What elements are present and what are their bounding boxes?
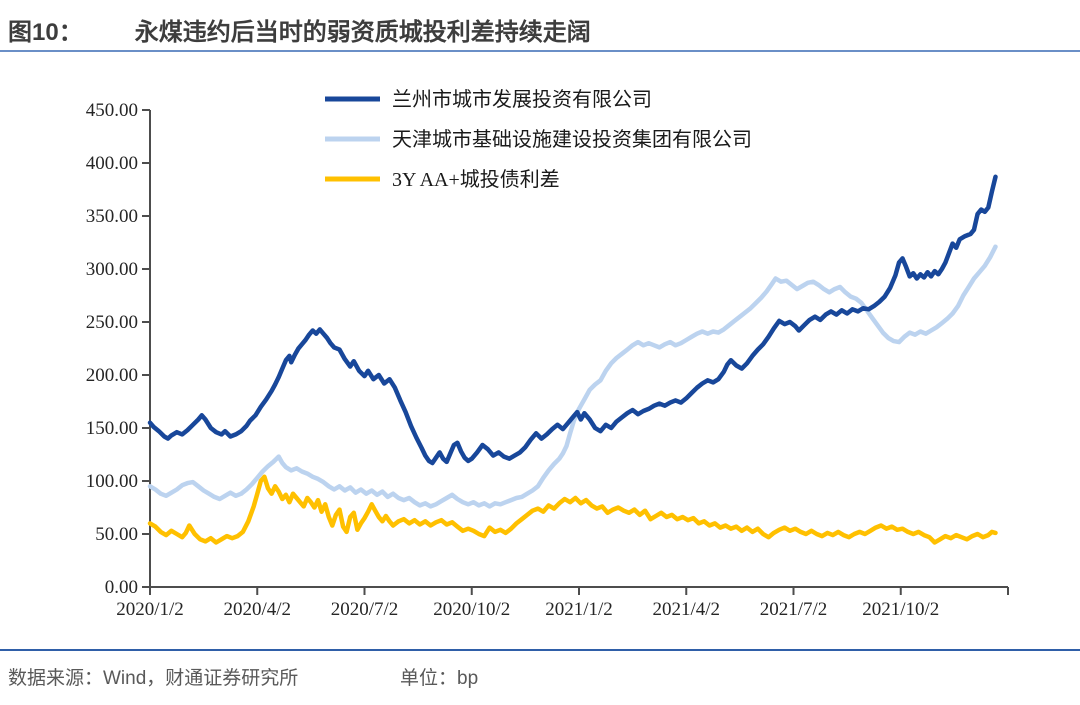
- y-tick-label: 200.00: [86, 365, 138, 386]
- figure-label: 图10：: [8, 19, 83, 46]
- legend-item-lanzhou: 兰州市城市发展投资有限公司: [325, 88, 652, 111]
- y-tick-label: 50.00: [95, 524, 138, 545]
- y-tick-label: 100.00: [86, 471, 138, 492]
- x-tick-label: 2021/1/2: [545, 599, 613, 620]
- y-tick-label: 250.00: [86, 312, 138, 333]
- data-source: 数据来源：Wind，财通证券研究所: [8, 668, 299, 689]
- y-tick-label: 150.00: [86, 418, 138, 439]
- legend-label-tianjin: 天津城市基础设施建设投资集团有限公司: [392, 128, 752, 151]
- y-tick-label: 450.00: [86, 100, 138, 121]
- y-tick-label: 300.00: [86, 259, 138, 280]
- y-tick-label: 400.00: [86, 153, 138, 174]
- x-tick-label: 2020/1/2: [116, 599, 184, 620]
- series-line-lanzhou: [147, 174, 998, 466]
- x-tick-label: 2021/4/2: [652, 599, 720, 620]
- series-line-tianjin: [147, 244, 998, 509]
- x-tick-label: 2020/4/2: [223, 599, 291, 620]
- footer-divider: [0, 649, 1080, 651]
- page-title: 永煤违约后当时的弱资质城投利差持续走阔: [134, 19, 591, 46]
- series-line-aa3y: [147, 474, 998, 545]
- unit-label: 单位：bp: [400, 668, 479, 689]
- title-divider: [0, 50, 1080, 52]
- figure-footer: 数据来源：Wind，财通证券研究所 单位：bp: [8, 663, 1072, 690]
- legend-item-tianjin: 天津城市基础设施建设投资集团有限公司: [325, 128, 752, 151]
- legend-label-aa3y: 3Y AA+城投债利差: [392, 168, 560, 191]
- x-tick-label: 2021/10/2: [862, 599, 939, 620]
- x-tick-label: 2020/10/2: [433, 599, 510, 620]
- x-tick-label: 2020/7/2: [331, 599, 399, 620]
- figure-header: 图10： 永煤违约后当时的弱资质城投利差持续走阔: [8, 12, 591, 47]
- y-tick-label: 0.00: [105, 577, 138, 598]
- legend-item-aa3y: 3Y AA+城投债利差: [325, 168, 560, 191]
- x-tick-label: 2021/7/2: [760, 599, 828, 620]
- legend-label-lanzhou: 兰州市城市发展投资有限公司: [392, 88, 652, 111]
- y-tick-label: 350.00: [86, 206, 138, 227]
